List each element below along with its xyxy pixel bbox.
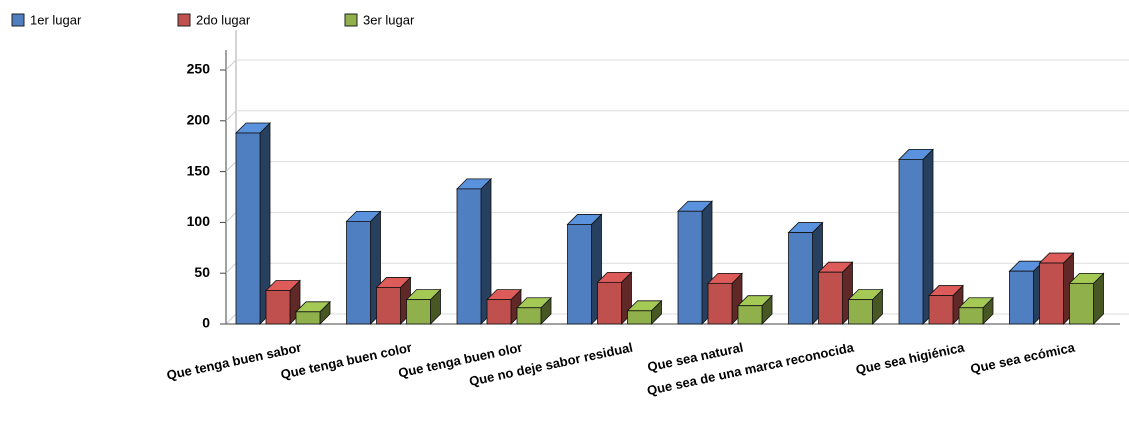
bar: [958, 296, 994, 325]
bar-face: [898, 159, 924, 325]
bar-face: [346, 220, 371, 325]
y-tick-label: 100: [187, 213, 211, 229]
bar-face: [707, 282, 733, 325]
legend-swatch: [11, 13, 25, 27]
x-tick-label: Que sea de una marca reconocida: [646, 339, 856, 398]
bar-face: [848, 299, 873, 325]
bar-face: [1009, 270, 1034, 325]
bar-face: [818, 271, 843, 325]
bar-face: [928, 295, 954, 325]
bar-face: [567, 224, 592, 325]
bar: [626, 299, 663, 325]
bar: [516, 296, 552, 325]
bar-face: [958, 307, 984, 325]
bar-face: [597, 281, 622, 325]
bar: [375, 276, 412, 325]
bar: [928, 284, 964, 325]
grid-line: [225, 59, 237, 71]
bar: [596, 271, 633, 325]
bar: [787, 221, 824, 325]
bar: [677, 200, 713, 325]
grid-line: [225, 212, 237, 223]
legend-swatch: [177, 13, 191, 27]
bar-face: [516, 307, 542, 325]
bar: [235, 122, 271, 325]
grid-line: [225, 110, 237, 122]
bar: [707, 272, 743, 325]
bar: [1038, 252, 1075, 325]
bar-face: [295, 311, 321, 325]
y-tick-label: 250: [187, 61, 211, 77]
legend-label: 3er lugar: [363, 12, 415, 27]
bar-face: [406, 299, 431, 325]
bar: [1068, 272, 1105, 325]
bar-face: [486, 299, 512, 325]
bar: [265, 279, 301, 325]
bar: [295, 300, 331, 325]
bar: [566, 213, 603, 325]
grid-line: [225, 262, 237, 274]
legend-label: 2do lugar: [196, 12, 251, 27]
x-tick-label: Que sea higiénica: [854, 339, 966, 377]
bar: [737, 294, 773, 325]
bar-face: [1039, 262, 1064, 325]
y-tick-label: 200: [187, 112, 211, 128]
x-tick-label: Que sea ecómica: [969, 339, 1077, 376]
bar: [405, 288, 442, 325]
bar-face: [376, 287, 401, 325]
bar-face: [677, 210, 703, 325]
y-tick-label: 50: [194, 264, 210, 280]
bar: [1008, 260, 1045, 325]
grid-line: [225, 313, 237, 325]
legend-label: 1er lugar: [30, 12, 82, 27]
bar-face: [265, 290, 291, 325]
y-tick-label: 0: [202, 315, 210, 331]
grid-line: [225, 161, 237, 172]
bar: [486, 288, 522, 325]
bar: [817, 261, 854, 325]
bar: [456, 177, 492, 325]
bar-face: [737, 305, 763, 325]
bar-face: [788, 232, 813, 325]
bar-face: [235, 132, 261, 325]
bar-face: [1069, 282, 1094, 325]
bar: [345, 210, 382, 325]
bar: [898, 148, 934, 325]
y-tick-label: 150: [187, 162, 211, 178]
bar: [847, 288, 884, 325]
bar-face: [456, 188, 482, 325]
legend-swatch: [344, 13, 358, 27]
bar-face: [627, 310, 652, 325]
